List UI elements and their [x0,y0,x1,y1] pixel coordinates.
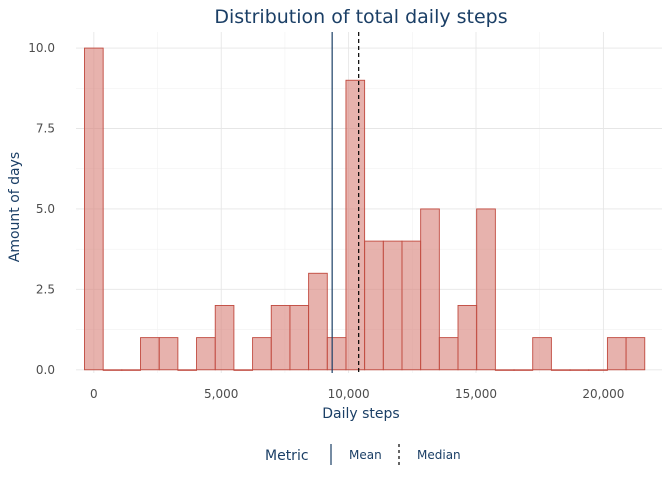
x-tick-label: 15,000 [455,387,497,401]
histogram-bar [252,337,272,371]
histogram-bar [102,369,123,371]
y-tick-label: 10.0 [28,41,55,55]
histogram-bar [476,208,496,371]
legend-median-label: Median [417,448,461,462]
histogram-bar [532,337,552,371]
x-tick-label: 5,000 [204,387,238,401]
histogram-bar [84,47,104,371]
histogram-bars [84,47,646,371]
legend-mean-label: Mean [349,448,382,462]
y-tick-label: 7.5 [36,122,55,136]
y-tick-label: 2.5 [36,282,55,296]
y-axis-title: Amount of days [7,152,23,262]
legend-title: Metric [265,448,309,464]
y-tick-label: 0.0 [36,363,55,377]
histogram-bar [289,304,310,371]
reference-lines [331,32,360,373]
histogram-bar [438,337,459,371]
histogram-bar [345,79,366,371]
histogram-bar [326,337,347,371]
x-tick-label: 0 [90,387,98,401]
histogram-bar [457,304,478,371]
histogram-bar [214,304,235,371]
histogram-bar [158,337,179,371]
x-axis-ticks: 0 5,000 10,000 15,000 20,000 [90,387,624,401]
histogram-bar [233,369,254,371]
histogram-bar [140,337,160,371]
histogram-bar [569,369,590,371]
histogram-bar [513,369,534,371]
chart-title: Distribution of total daily steps [214,6,507,28]
legend: Metric Mean Median [265,444,461,465]
x-tick-label: 10,000 [328,387,370,401]
histogram-bar [121,369,141,371]
y-axis-ticks: 0.0 2.5 5.0 7.5 10.0 [28,41,55,377]
x-axis-title: Daily steps [322,406,399,422]
histogram-bar [270,304,291,371]
histogram-bar [420,208,440,371]
histogram-bar [606,337,627,371]
histogram-bar [550,369,571,371]
histogram-bar [308,272,328,371]
histogram-bar [177,369,198,371]
histogram-bar [364,240,384,371]
y-tick-label: 5.0 [36,202,55,216]
histogram-bar [625,337,646,371]
histogram-bar [494,369,515,371]
x-tick-label: 20,000 [582,387,624,401]
histogram-bar [196,337,216,371]
histogram-bar [382,240,403,371]
histogram-bar [401,240,422,371]
histogram-bar [588,369,608,371]
